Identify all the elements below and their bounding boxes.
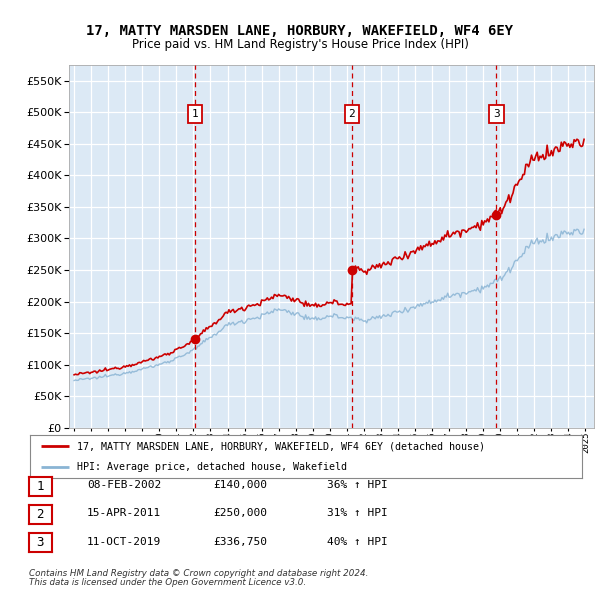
Text: 15-APR-2011: 15-APR-2011	[87, 509, 161, 518]
Text: £336,750: £336,750	[213, 537, 267, 546]
Text: 17, MATTY MARSDEN LANE, HORBURY, WAKEFIELD, WF4 6EY (detached house): 17, MATTY MARSDEN LANE, HORBURY, WAKEFIE…	[77, 441, 485, 451]
Text: Price paid vs. HM Land Registry's House Price Index (HPI): Price paid vs. HM Land Registry's House …	[131, 38, 469, 51]
Text: 1: 1	[192, 109, 199, 119]
Text: 40% ↑ HPI: 40% ↑ HPI	[327, 537, 388, 546]
Text: 1: 1	[37, 480, 44, 493]
Text: £250,000: £250,000	[213, 509, 267, 518]
Text: 3: 3	[37, 536, 44, 549]
Text: Contains HM Land Registry data © Crown copyright and database right 2024.: Contains HM Land Registry data © Crown c…	[29, 569, 368, 578]
Text: HPI: Average price, detached house, Wakefield: HPI: Average price, detached house, Wake…	[77, 462, 347, 472]
Text: 08-FEB-2002: 08-FEB-2002	[87, 480, 161, 490]
Text: 2: 2	[37, 508, 44, 521]
Text: This data is licensed under the Open Government Licence v3.0.: This data is licensed under the Open Gov…	[29, 578, 306, 587]
Text: 2: 2	[349, 109, 355, 119]
Text: 17, MATTY MARSDEN LANE, HORBURY, WAKEFIELD, WF4 6EY: 17, MATTY MARSDEN LANE, HORBURY, WAKEFIE…	[86, 24, 514, 38]
Text: 31% ↑ HPI: 31% ↑ HPI	[327, 509, 388, 518]
Text: 3: 3	[493, 109, 500, 119]
Text: £140,000: £140,000	[213, 480, 267, 490]
Text: 11-OCT-2019: 11-OCT-2019	[87, 537, 161, 546]
Text: 36% ↑ HPI: 36% ↑ HPI	[327, 480, 388, 490]
